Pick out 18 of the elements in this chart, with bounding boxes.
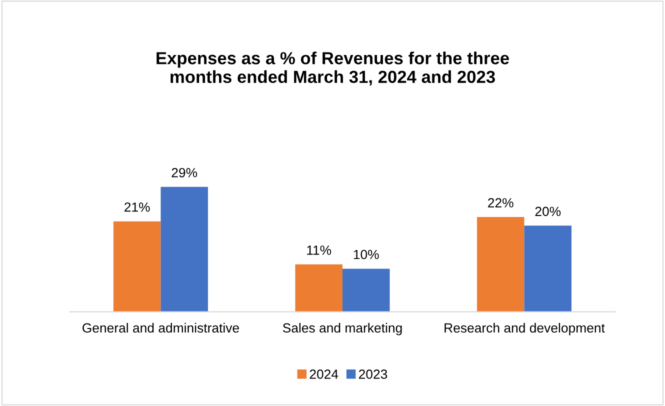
legend-label: 2024: [310, 370, 338, 379]
chart-title: Expenses as a % of Revenues for the three months ended March 31, 2024 and 2023: [156, 52, 509, 86]
bar: [295, 264, 342, 312]
data-label: 10%: [354, 250, 379, 260]
bar: [342, 268, 390, 312]
data-label: 20%: [535, 206, 561, 216]
x-tick-label: Sales and marketing: [282, 322, 402, 336]
bar: [476, 217, 524, 312]
bar: [113, 221, 161, 312]
bar: [524, 226, 572, 312]
x-tick-label: General and administrative: [82, 322, 239, 333]
data-label: 29%: [172, 168, 198, 178]
data-label: 22%: [488, 198, 514, 208]
x-tick-label: Research and development: [444, 322, 605, 336]
bar: [160, 186, 208, 312]
legend-label: 2023: [358, 370, 388, 379]
data-label: 11%: [307, 246, 332, 255]
data-label: 21%: [124, 202, 150, 212]
